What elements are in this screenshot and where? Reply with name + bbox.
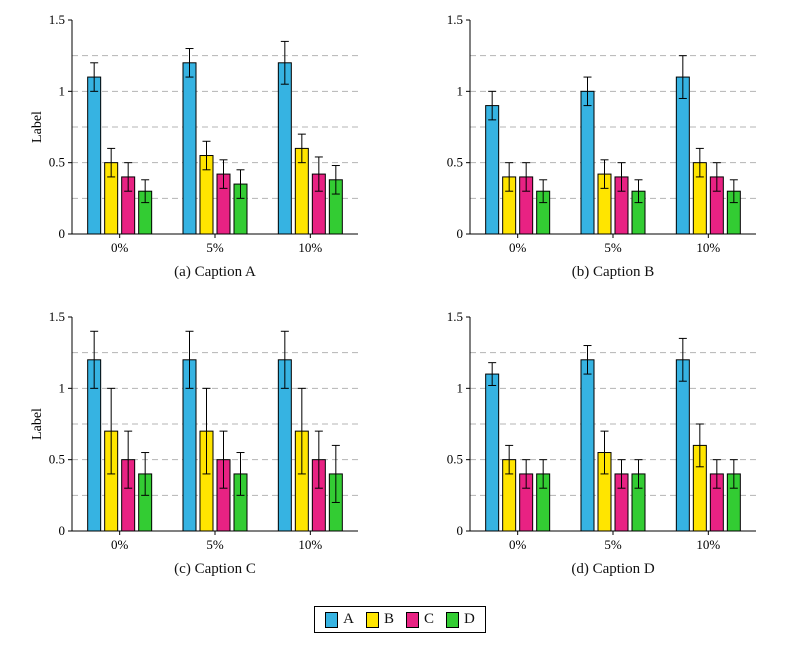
svg-text:10%: 10% <box>298 240 322 255</box>
svg-text:Label: Label <box>30 408 45 440</box>
svg-text:0%: 0% <box>509 240 527 255</box>
svg-text:5%: 5% <box>206 240 224 255</box>
subplot-d: 0 0.5 1 1.5 0% 5% 10% (d) Caption D <box>426 305 766 578</box>
subplot-a: 0 0.5 1 1.5 0% 5% 10% Label (a) Caption A <box>28 8 368 281</box>
legend-item-c: C <box>406 611 434 628</box>
chart-c: 0 0.5 1 1.5 0% 5% 10% Label <box>30 309 358 552</box>
chart-row-top: 0 0.5 1 1.5 0% 5% 10% Label (a) Caption A 0 0.5 1… <box>0 8 794 281</box>
svg-text:10%: 10% <box>696 537 720 552</box>
legend-swatch-a <box>325 611 339 628</box>
legend-item-b: B <box>365 611 394 628</box>
svg-text:0%: 0% <box>111 537 129 552</box>
svg-text:0.5: 0.5 <box>49 452 65 467</box>
chart-row-bottom: 0 0.5 1 1.5 0% 5% 10% Label (c) Caption C 0 0.5 1… <box>0 305 794 578</box>
svg-text:1: 1 <box>457 380 464 395</box>
chart-d: 0 0.5 1 1.5 0% 5% 10% <box>447 309 756 552</box>
legend: A B C D <box>314 606 486 633</box>
legend-label-d: D <box>464 611 475 627</box>
svg-text:0: 0 <box>59 226 66 241</box>
legend-label-a: A <box>343 611 354 627</box>
svg-text:1: 1 <box>59 380 66 395</box>
svg-text:5%: 5% <box>206 537 224 552</box>
svg-text:0.5: 0.5 <box>447 452 463 467</box>
svg-text:0: 0 <box>457 523 464 538</box>
svg-text:0.5: 0.5 <box>447 155 463 170</box>
svg-text:1.5: 1.5 <box>49 309 65 324</box>
svg-text:1.5: 1.5 <box>49 12 65 27</box>
svg-text:1: 1 <box>457 83 464 98</box>
svg-text:0: 0 <box>59 523 66 538</box>
svg-text:10%: 10% <box>696 240 720 255</box>
caption-d: (d) Caption D <box>571 561 655 577</box>
subplot-b: 0 0.5 1 1.5 0% 5% 10% (b) Caption B <box>426 8 766 281</box>
caption-b: (b) Caption B <box>571 264 655 280</box>
chart-b: 0 0.5 1 1.5 0% 5% 10% <box>447 12 756 255</box>
legend-item-d: D <box>446 611 475 628</box>
legend-item-a: A <box>325 611 354 628</box>
svg-text:5%: 5% <box>604 240 622 255</box>
legend-swatch-b <box>365 611 379 628</box>
svg-text:1.5: 1.5 <box>447 12 463 27</box>
chart-a: 0 0.5 1 1.5 0% 5% 10% Label <box>30 12 358 255</box>
svg-text:0%: 0% <box>111 240 129 255</box>
subplot-c: 0 0.5 1 1.5 0% 5% 10% Label (c) Caption C <box>28 305 368 578</box>
legend-swatch-c <box>406 611 419 628</box>
legend-label-c: C <box>424 611 435 627</box>
svg-text:0.5: 0.5 <box>49 155 65 170</box>
svg-text:0%: 0% <box>509 537 527 552</box>
caption-a: (a) Caption A <box>174 264 256 280</box>
caption-c: (c) Caption C <box>174 561 256 577</box>
svg-text:Label: Label <box>30 111 45 143</box>
svg-text:0: 0 <box>457 226 464 241</box>
figure-page: 0 0.5 1 1.5 0% 5% 10% Label (a) Caption A 0 0.5 1… <box>0 8 794 633</box>
svg-text:1.5: 1.5 <box>447 309 463 324</box>
svg-text:5%: 5% <box>604 537 622 552</box>
legend-swatch-d <box>446 611 460 628</box>
svg-text:1: 1 <box>59 83 66 98</box>
svg-text:10%: 10% <box>298 537 322 552</box>
legend-label-b: B <box>383 611 394 627</box>
legend-wrap: A B C D <box>6 606 794 633</box>
